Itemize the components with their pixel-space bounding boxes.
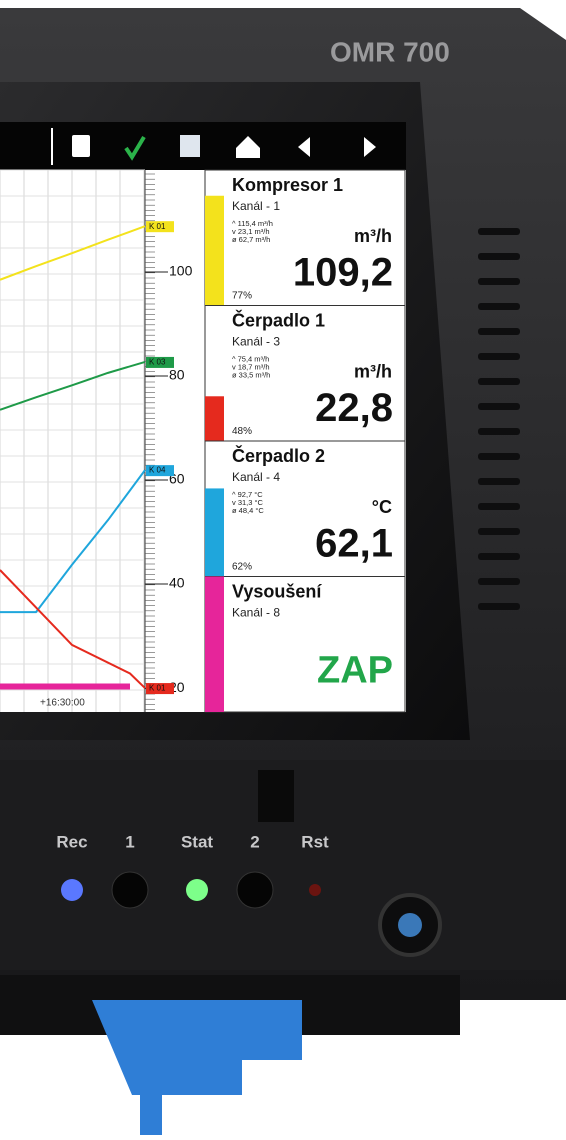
user-icon[interactable] [180, 135, 200, 157]
vent [478, 378, 520, 385]
panel-state: ZAP [317, 650, 393, 692]
led [61, 879, 83, 901]
vent [478, 603, 520, 610]
level-bar [205, 577, 224, 713]
vent [478, 453, 520, 460]
push-button[interactable] [237, 872, 273, 908]
panel-name: Čerpadlo 2 [232, 445, 325, 466]
vent [478, 253, 520, 260]
y-tick-label: 40 [169, 575, 185, 591]
vent [478, 303, 520, 310]
channel-tag: K 03 [149, 358, 166, 367]
connector-core [398, 913, 422, 937]
panel-name: Čerpadlo 1 [232, 309, 325, 330]
button-label: 1 [125, 832, 134, 851]
level-bar [205, 196, 224, 306]
panel-percent: 48% [232, 426, 252, 437]
panel-channel: Kanál - 3 [232, 335, 280, 349]
button-label: Rec [56, 832, 87, 851]
panel-unit: m³/h [354, 361, 392, 381]
y-tick-label: 100 [169, 263, 193, 279]
button-label: Rst [301, 832, 329, 851]
vent [478, 478, 520, 485]
vent [478, 428, 520, 435]
panel-channel: Kanál - 8 [232, 606, 280, 620]
channel-tag: K 01 [149, 222, 166, 231]
sd-icon[interactable] [72, 135, 90, 157]
vent [478, 228, 520, 235]
vent [478, 278, 520, 285]
panel-channel: Kanál - 1 [232, 199, 280, 213]
y-tick-label: 80 [169, 367, 185, 383]
vent [478, 553, 520, 560]
time-label: +16:30:00 [40, 698, 85, 709]
push-button[interactable] [112, 872, 148, 908]
level-bar [205, 488, 224, 576]
vent [478, 528, 520, 535]
panel-value: 62,1 [315, 522, 393, 566]
panel-stat: ø 33,5 m³/h [232, 370, 270, 379]
panel-value: 109,2 [293, 251, 393, 295]
led [186, 879, 208, 901]
slot [258, 770, 294, 822]
vent [478, 503, 520, 510]
panel-stat: ø 48,4 °C [232, 506, 264, 515]
device: OMR 700 10080604020+16:30:00K 01K 03K 04… [0, 0, 566, 1135]
page: OMR 700 10080604020+16:30:00K 01K 03K 04… [0, 0, 566, 1135]
button-label: Stat [181, 832, 213, 851]
vent [478, 578, 520, 585]
panel-unit: °C [372, 497, 392, 517]
vent [478, 328, 520, 335]
channel-tag: K 01 [149, 684, 166, 693]
panel-stat: ø 62,7 m³/h [232, 235, 270, 244]
panel-channel: Kanál - 4 [232, 470, 280, 484]
led [309, 884, 321, 896]
toolbar [0, 122, 406, 170]
clip[interactable] [92, 1000, 302, 1095]
vent [478, 403, 520, 410]
vent [478, 353, 520, 360]
button-label: 2 [250, 832, 259, 851]
brand: OMR 700 [330, 36, 450, 67]
channel-tag: K 04 [149, 466, 166, 475]
panel-percent: 62% [232, 562, 252, 573]
clip-tab [140, 1060, 162, 1135]
panel-unit: m³/h [354, 226, 392, 246]
panel-value: 22,8 [315, 386, 393, 430]
panel-name: Vysoušení [232, 581, 322, 601]
panel-percent: 77% [232, 291, 252, 302]
level-bar [205, 396, 224, 441]
panel-name: Kompresor 1 [232, 175, 343, 195]
